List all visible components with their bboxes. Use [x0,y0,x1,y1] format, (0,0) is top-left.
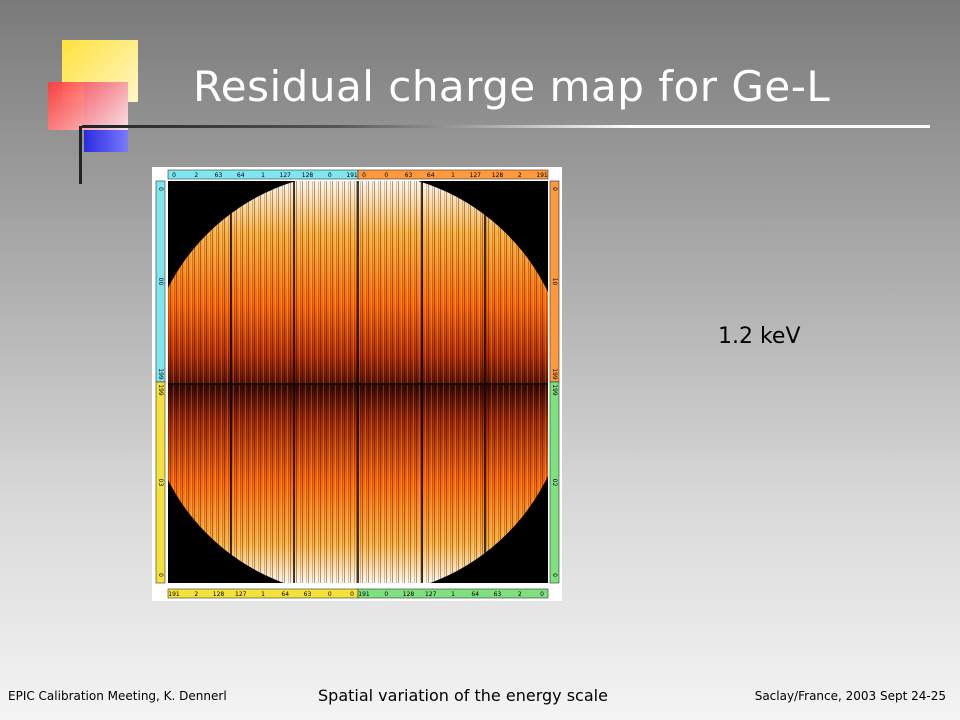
top-axis-tick-label: 63 [215,172,223,179]
bottom-axis-tick-label: 1 [451,591,455,598]
left-axis-tick-label: 03 [157,479,164,487]
right-axis-strip-1 [549,381,560,584]
bottom-axis-tick-label: 64 [281,591,289,598]
left-axis-tick-label: 0 [157,573,164,577]
bottom-axis-tick-label: 191 [358,591,370,598]
footer-right: Saclay/France, 2003 Sept 24-25 [754,689,946,703]
bottom-axis-tick-label: 128 [213,591,225,598]
top-axis-tick-label: 127 [280,172,292,179]
top-axis-strip-1 [357,169,549,180]
top-axis-tick-label: 191 [536,172,548,179]
top-axis-tick-label: 1 [261,172,265,179]
top-axis-tick-label: 2 [194,172,198,179]
footer-left: EPIC Calibration Meeting, K. Dennerl [8,689,227,703]
left-axis-strip-1 [155,381,166,584]
top-axis-tick-label: 0 [172,172,176,179]
bottom-axis-tick-label: 0 [540,591,544,598]
top-axis-tick-label: 0 [328,172,332,179]
right-axis-tick-label: 02 [551,479,558,487]
title-underline [82,125,930,128]
footer-center: Spatial variation of the energy scale [318,686,608,705]
right-axis-tick-label: 0 [551,573,558,577]
bottom-axis-tick-label: 2 [518,591,522,598]
bottom-axis-tick-label: 1 [261,591,265,598]
bottom-axis-tick-label: 64 [471,591,479,598]
map-plot-area [168,181,548,583]
bottom-axis-strip-1 [357,588,549,599]
top-axis-tick-label: 127 [470,172,482,179]
bottom-axis-tick-label: 191 [168,591,180,598]
top-axis-tick-label: 2 [518,172,522,179]
right-axis-tick-label: 10 [551,278,558,286]
top-axis-tick-label: 1 [451,172,455,179]
top-axis-tick-label: 128 [492,172,504,179]
bottom-axis-tick-label: 127 [425,591,437,598]
bottom-axis-tick-label: 0 [384,591,388,598]
top-axis-tick-label: 63 [405,172,413,179]
bottom-axis-tick-label: 127 [235,591,247,598]
bottom-axis-tick-label: 2 [194,591,198,598]
decor-vertical-rule [79,126,82,184]
top-axis-tick-label: 64 [427,172,435,179]
left-axis-tick-label: 199 [157,384,164,396]
bottom-axis-tick-label: 63 [304,591,312,598]
decor-red-square [48,82,128,130]
bottom-axis-tick-label: 63 [494,591,502,598]
top-axis-tick-label: 0 [384,172,388,179]
residual-charge-map-figure: 0 2 63 64 1 127 128 0 191 0 0 63 64 1 127 128 2 191 191 2 12… [152,167,562,601]
left-axis-tick-label: 0 [157,187,164,191]
top-axis-tick-label: 64 [237,172,245,179]
top-axis-tick-label: 128 [302,172,314,179]
bottom-axis-tick-label: 0 [328,591,332,598]
bottom-axis-tick-label: 128 [403,591,415,598]
right-axis-tick-label: 199 [551,368,558,380]
slide-title: Residual charge map for Ge-L [193,62,831,111]
left-axis-tick-label: 199 [157,368,164,380]
top-axis-tick-label: 0 [362,172,366,179]
left-axis-tick-label: 00 [157,278,164,286]
bottom-axis-tick-label: 0 [350,591,354,598]
right-axis-tick-label: 199 [551,384,558,396]
right-axis-tick-label: 0 [551,187,558,191]
energy-label: 1.2 keV [718,324,801,349]
top-axis-tick-label: 191 [346,172,358,179]
